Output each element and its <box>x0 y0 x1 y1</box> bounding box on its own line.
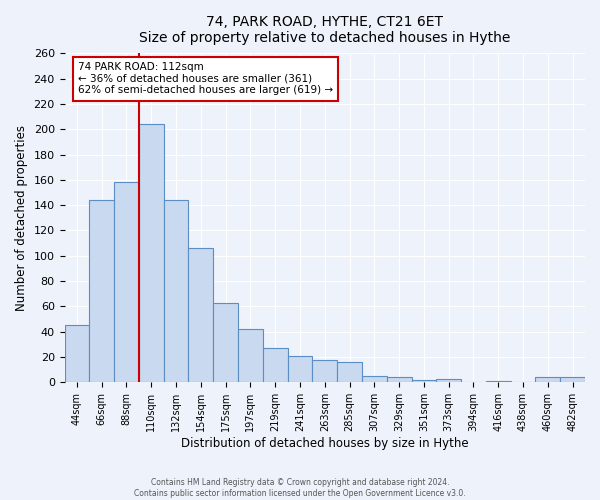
Bar <box>362 376 387 382</box>
Text: 74 PARK ROAD: 112sqm
← 36% of detached houses are smaller (361)
62% of semi-deta: 74 PARK ROAD: 112sqm ← 36% of detached h… <box>78 62 333 96</box>
Bar <box>139 124 164 382</box>
Bar <box>337 362 362 382</box>
Bar <box>114 182 139 382</box>
Bar <box>560 378 585 382</box>
Bar <box>188 248 213 382</box>
Y-axis label: Number of detached properties: Number of detached properties <box>15 125 28 311</box>
X-axis label: Distribution of detached houses by size in Hythe: Distribution of detached houses by size … <box>181 437 469 450</box>
Bar <box>213 302 238 382</box>
Text: Contains HM Land Registry data © Crown copyright and database right 2024.
Contai: Contains HM Land Registry data © Crown c… <box>134 478 466 498</box>
Bar <box>535 378 560 382</box>
Bar <box>412 380 436 382</box>
Title: 74, PARK ROAD, HYTHE, CT21 6ET
Size of property relative to detached houses in H: 74, PARK ROAD, HYTHE, CT21 6ET Size of p… <box>139 15 511 45</box>
Bar <box>238 329 263 382</box>
Bar <box>436 378 461 382</box>
Bar <box>263 348 287 382</box>
Bar <box>164 200 188 382</box>
Bar <box>287 356 313 382</box>
Bar <box>89 200 114 382</box>
Bar <box>313 360 337 382</box>
Bar <box>65 326 89 382</box>
Bar <box>486 381 511 382</box>
Bar <box>387 378 412 382</box>
